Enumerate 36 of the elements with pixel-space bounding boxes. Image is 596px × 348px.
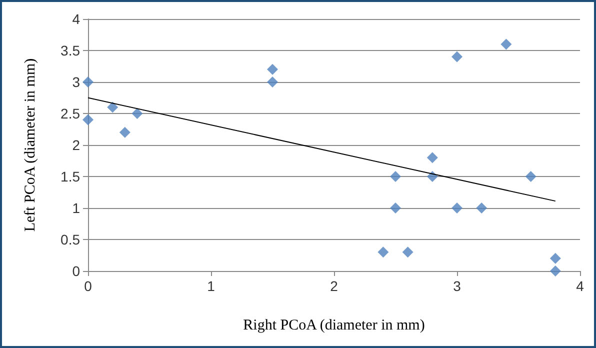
x-tick-label: 4 xyxy=(576,278,584,294)
point xyxy=(82,76,94,88)
point xyxy=(525,171,536,182)
point xyxy=(82,114,94,126)
point xyxy=(267,76,278,88)
x-tick-label: 1 xyxy=(207,278,216,294)
point xyxy=(426,152,438,164)
point xyxy=(452,202,462,214)
y-tick-label: 1.5 xyxy=(60,168,80,184)
point xyxy=(452,51,462,62)
point xyxy=(267,64,278,75)
point xyxy=(132,108,143,119)
y-tick-label: 0 xyxy=(72,263,80,279)
y-tick-label: 0.5 xyxy=(60,232,80,248)
y-axis-title: Left PCoA (diameter in mm) xyxy=(22,58,38,232)
point xyxy=(378,246,389,258)
x-tick-label: 3 xyxy=(453,278,462,294)
y-tick-label: 3.5 xyxy=(60,42,80,58)
point xyxy=(390,171,401,182)
y-tick-label: 3 xyxy=(72,74,80,90)
x-tick-label: 0 xyxy=(84,278,92,294)
point xyxy=(426,171,438,182)
point xyxy=(476,202,488,214)
point xyxy=(550,252,561,264)
y-tick-label: 2.5 xyxy=(60,106,80,122)
point xyxy=(402,246,414,258)
y-tick-label: 1 xyxy=(72,200,80,216)
y-tick-label: 4 xyxy=(72,11,80,27)
point xyxy=(550,266,561,276)
point xyxy=(500,38,512,50)
x-axis-title: Right PCoA (diameter in mm) xyxy=(243,318,425,334)
point xyxy=(119,126,130,138)
x-tick-label: 2 xyxy=(330,278,338,294)
point xyxy=(107,102,118,113)
y-tick-label: 2 xyxy=(72,137,80,153)
point xyxy=(390,202,401,214)
